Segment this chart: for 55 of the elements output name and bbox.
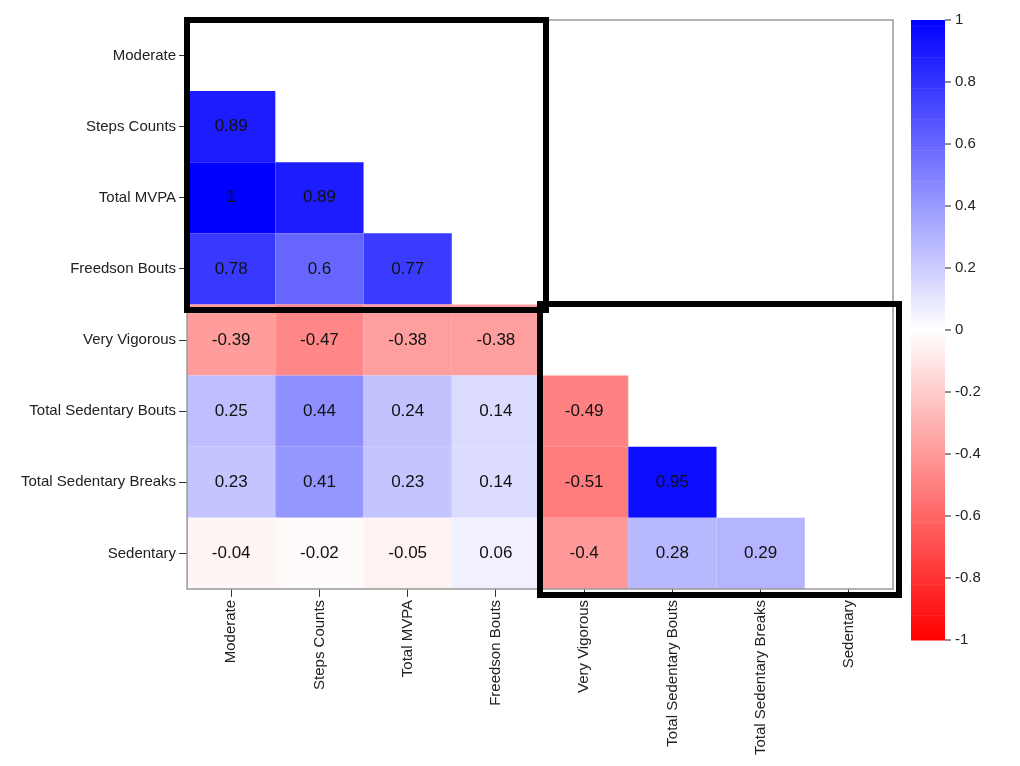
color-bar-label: -1: [955, 630, 969, 648]
data-label: 0.28: [655, 543, 689, 563]
data-label: -0.47: [300, 329, 339, 349]
y-tick-label: Moderate: [112, 45, 177, 63]
color-bar-label: -0.2: [955, 382, 981, 400]
y-tick-label: Total Sedentary Breaks: [20, 472, 177, 490]
data-label: 0.25: [214, 400, 248, 420]
data-label: 0.06: [479, 543, 513, 563]
y-tick-label: Very Vigorous: [82, 330, 177, 348]
x-tick-label: Very Vigorous: [574, 599, 592, 694]
x-tick-label: Sedentary: [839, 599, 857, 669]
y-tick-label: Steps Counts: [86, 116, 177, 134]
data-label: 0.89: [214, 116, 248, 136]
data-label: -0.4: [569, 543, 599, 563]
data-label: 0.44: [302, 400, 336, 420]
x-tick-label: Freedson Bouts: [486, 599, 504, 706]
data-label: 1: [226, 187, 236, 207]
data-label: 0.95: [655, 471, 689, 491]
data-label: -0.38: [388, 329, 428, 349]
data-label: -0.38: [476, 329, 516, 349]
data-label: 0.41: [302, 471, 336, 491]
data-label: 0.14: [479, 471, 513, 491]
data-label: 0.24: [391, 400, 425, 420]
color-bar-label: 0.2: [955, 258, 976, 276]
color-bar-label: -0.6: [955, 506, 981, 524]
y-tick-label: Sedentary: [107, 543, 177, 561]
data-label: -0.39: [211, 329, 251, 349]
data-label: 0.6: [307, 258, 332, 278]
data-label: 0.23: [391, 471, 425, 491]
data-label: 0.14: [479, 400, 513, 420]
data-label: -0.05: [388, 543, 428, 563]
x-tick-label: Steps Counts: [309, 599, 327, 690]
x-tick-label: Total MVPA: [397, 599, 415, 678]
data-label: -0.51: [564, 471, 604, 491]
x-tick-label: Total Sedentary Bouts: [662, 599, 680, 747]
y-tick-label: Total Sedentary Bouts: [29, 401, 177, 419]
data-label: 0.77: [391, 258, 425, 278]
color-bar-label: 0: [955, 320, 964, 338]
data-label: -0.49: [564, 400, 604, 420]
data-label: 0.29: [744, 543, 778, 563]
y-tick-label: Freedson Bouts: [70, 259, 177, 277]
x-tick-label: Total Sedentary Breaks: [750, 599, 768, 756]
data-label: -0.02: [300, 543, 339, 563]
data-label: -0.04: [211, 543, 251, 563]
y-tick-label: Total MVPA: [98, 187, 177, 205]
data-label: 0.78: [214, 258, 248, 278]
x-tick-label: Moderate: [221, 599, 239, 664]
data-label: 0.89: [302, 187, 336, 207]
color-bar-label: 0.6: [955, 134, 976, 152]
data-label: 0.23: [214, 471, 248, 491]
color-bar-label: 0.8: [955, 72, 976, 90]
color-bar-label: -0.4: [955, 444, 981, 462]
color-bar-label: -0.8: [955, 568, 981, 586]
color-bar-label: 1: [955, 10, 964, 28]
color-bar-label: 0.4: [955, 196, 976, 214]
